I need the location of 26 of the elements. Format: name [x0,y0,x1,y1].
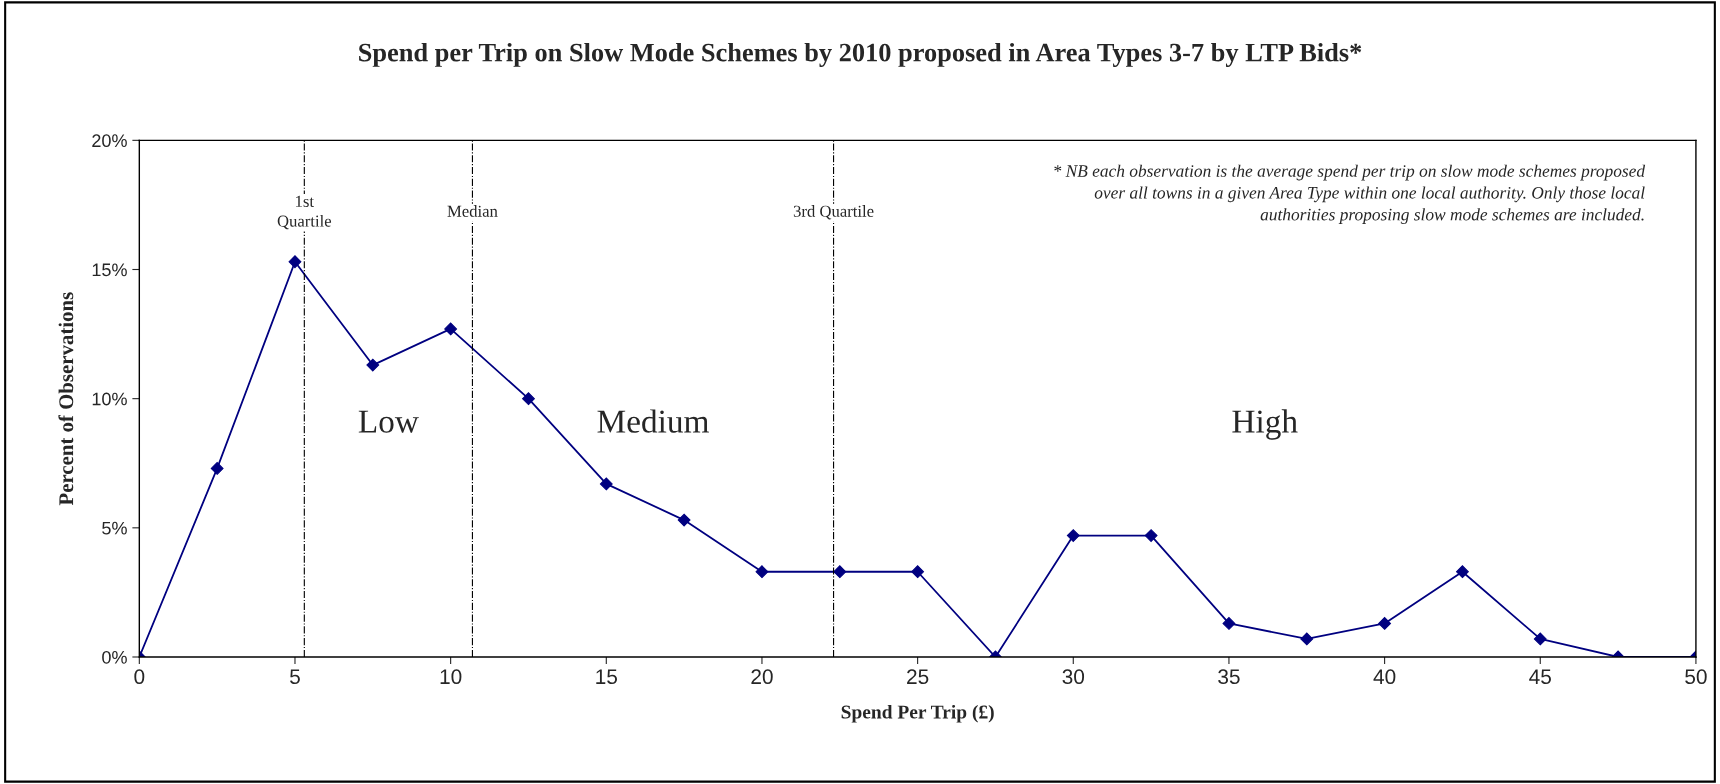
x-axis-title: Spend Per Trip (£) [841,704,994,723]
x-tick-label: 25 [907,669,929,685]
y-tick-label: 0% [102,650,127,664]
y-tick-label: 5% [102,521,127,535]
ref-line-label: Median [447,205,498,217]
x-tick-label: 20 [751,669,773,685]
x-tick-label: 40 [1373,669,1396,685]
x-tick-label: 50 [1685,669,1707,685]
x-tick-label: 35 [1218,669,1240,685]
annotation: High [1232,409,1298,440]
x-tick-label: 10 [440,669,462,685]
x-tick-label: 0 [134,669,145,685]
x-tick-label: 30 [1062,669,1085,685]
annotation: Low [358,410,419,433]
y-axis-title: Percent of Observations [58,292,74,506]
annotation: Medium [597,409,709,433]
ref-line-label: 1st Quartile [277,195,332,230]
x-tick-label: 45 [1529,669,1551,685]
x-tick-label: 15 [596,669,618,685]
y-tick-label: 15% [92,263,127,277]
ref-line-label: 3rd Quartile [793,205,874,220]
chart-title: Spend per Trip on Slow Mode Schemes by 2010 proposed in Area Types 3-7 by LTP Bids* [359,42,1362,67]
annotation: * NB each observation is the average spend per trip on slow mode schemes proposed over all towns in a given Area Type within one local authority. Only those local authorities proposing slow mode schemes are included. [1054,164,1646,224]
x-tick-label: 5 [290,669,300,685]
y-tick-label: 10% [92,392,127,406]
y-tick-label: 20% [92,134,127,148]
